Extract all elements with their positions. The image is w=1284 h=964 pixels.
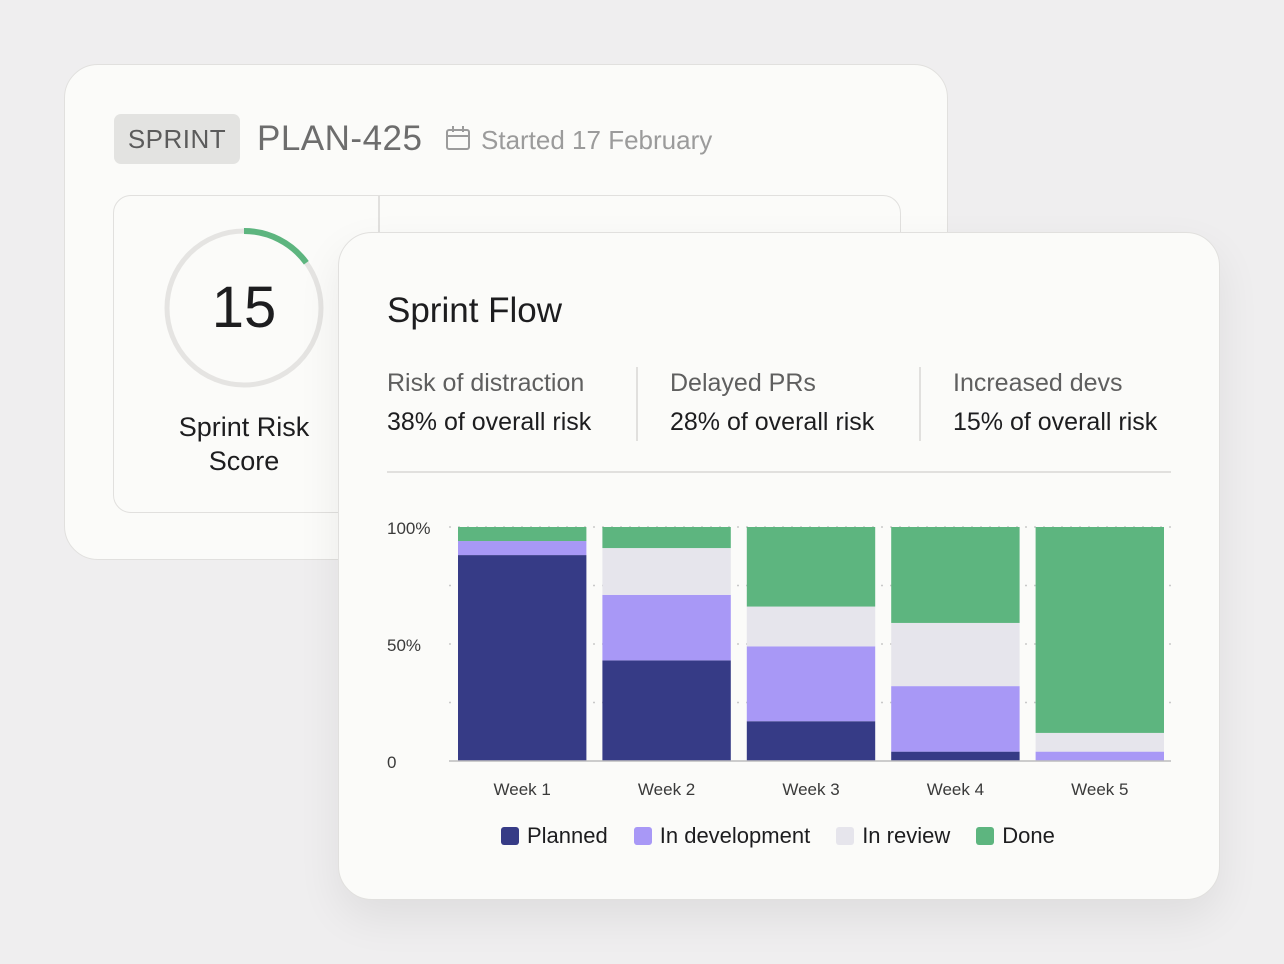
legend-item-done[interactable]: Done bbox=[976, 823, 1055, 849]
stacked-bar-chart: 100% 50% 0 Week 1 Week 2 Week 3 Week 4 Week 5 bbox=[387, 519, 1171, 799]
legend-swatch-in-review bbox=[836, 827, 855, 845]
legend-swatch-planned bbox=[501, 827, 519, 845]
legend-label: In development bbox=[659, 823, 811, 848]
bar-segment bbox=[1035, 751, 1164, 761]
section-divider bbox=[387, 471, 1171, 473]
bar-segment bbox=[458, 541, 587, 556]
legend-item-in-development[interactable]: In development bbox=[633, 823, 811, 849]
y-tick-label: 50% bbox=[387, 636, 421, 655]
metric-delayed-prs: Delayed PRs 28% of overall risk bbox=[670, 369, 930, 437]
legend-swatch-in-development bbox=[633, 827, 652, 845]
x-tick-label: Week 3 bbox=[782, 780, 839, 799]
metric-divider bbox=[919, 367, 921, 441]
legend-item-planned[interactable]: Planned bbox=[501, 823, 608, 849]
metric-value: 28% of overall risk bbox=[670, 408, 875, 436]
metric-increased-devs: Increased devs 15% of overall risk bbox=[953, 369, 1213, 437]
risk-score-label: Sprint Risk Score bbox=[144, 410, 344, 478]
sprint-start-date: Started 17 February bbox=[481, 125, 713, 155]
bar-segment bbox=[746, 606, 876, 647]
legend-swatch-done bbox=[976, 827, 995, 845]
x-tick-label: Week 5 bbox=[1071, 780, 1128, 799]
bar-segment bbox=[602, 594, 731, 661]
bar-segment bbox=[891, 527, 1020, 623]
risk-label-line1: Sprint Risk bbox=[178, 412, 310, 442]
risk-score-value: 15 bbox=[211, 275, 277, 340]
sprint-flow-card: Sprint Flow Risk of distraction 38% of o… bbox=[338, 232, 1220, 900]
x-tick-label: Week 2 bbox=[638, 780, 695, 799]
legend-label: Planned bbox=[527, 823, 608, 848]
chart-legend: Planned In development In review Done bbox=[501, 823, 1081, 849]
bar-segment bbox=[746, 527, 876, 607]
bar-segment bbox=[746, 721, 876, 761]
metric-divider bbox=[636, 367, 638, 441]
legend-label: Done bbox=[1002, 823, 1055, 848]
bar-segment bbox=[602, 548, 731, 595]
metric-value: 38% of overall risk bbox=[387, 408, 592, 436]
metric-distraction: Risk of distraction 38% of overall risk bbox=[387, 369, 647, 437]
x-tick-label: Week 4 bbox=[927, 780, 984, 799]
sprint-badge: SPRINT bbox=[114, 114, 240, 164]
bar-segment bbox=[602, 660, 731, 761]
bar-segment bbox=[891, 751, 1020, 761]
plan-id[interactable]: PLAN-425 bbox=[257, 119, 423, 158]
legend-item-in-review[interactable]: In review bbox=[836, 823, 950, 849]
bar-segment bbox=[458, 527, 587, 542]
calendar-icon bbox=[446, 126, 470, 150]
metric-label: Delayed PRs bbox=[670, 369, 816, 397]
legend-label: In review bbox=[862, 823, 951, 848]
risk-label-line2: Score bbox=[208, 446, 280, 476]
bar-segment bbox=[891, 622, 1020, 687]
flow-title: Sprint Flow bbox=[387, 291, 563, 330]
metric-label: Increased devs bbox=[953, 369, 1123, 397]
bar-segment bbox=[602, 527, 731, 549]
metric-label: Risk of distraction bbox=[387, 369, 585, 397]
bar-segment bbox=[1035, 732, 1164, 752]
bar-segment bbox=[891, 686, 1020, 752]
y-tick-label: 100% bbox=[387, 519, 430, 538]
risk-gauge bbox=[164, 228, 324, 388]
metric-value: 15% of overall risk bbox=[953, 408, 1158, 436]
gauge-arc bbox=[164, 228, 324, 388]
y-tick-label: 0 bbox=[387, 753, 396, 772]
x-tick-label: Week 1 bbox=[494, 780, 551, 799]
bar-segment bbox=[1035, 527, 1164, 733]
bar-segment bbox=[746, 646, 876, 722]
bar-segment bbox=[458, 555, 587, 761]
